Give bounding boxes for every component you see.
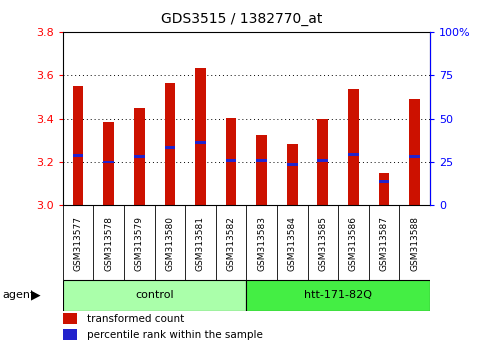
Text: GSM313577: GSM313577 [73,216,83,272]
Text: GSM313586: GSM313586 [349,216,358,272]
Text: GSM313581: GSM313581 [196,216,205,272]
Text: agent: agent [2,290,35,300]
Bar [63,329,77,340]
Bar [348,153,359,156]
Bar [226,118,236,205]
Text: GSM313588: GSM313588 [410,216,419,272]
Bar [246,280,430,311]
Bar [379,180,389,183]
Text: transformed count: transformed count [86,314,184,324]
Bar [256,159,267,162]
Bar [73,154,84,157]
Bar [134,155,144,158]
Bar [317,159,328,162]
Bar [73,86,84,205]
Text: ▶: ▶ [31,289,41,302]
Bar [63,313,77,324]
Text: GDS3515 / 1382770_at: GDS3515 / 1382770_at [161,12,322,27]
Text: GSM313582: GSM313582 [227,216,236,272]
Bar [165,147,175,149]
Bar [256,135,267,205]
Text: htt-171-82Q: htt-171-82Q [304,290,372,300]
Bar [287,143,298,205]
Text: GSM313583: GSM313583 [257,216,266,272]
Text: GSM313580: GSM313580 [165,216,174,272]
Bar [317,119,328,205]
Bar [103,161,114,163]
Bar [379,173,389,205]
Text: GSM313587: GSM313587 [380,216,388,272]
Bar [409,99,420,205]
Bar [165,83,175,205]
Bar [63,280,246,311]
Text: GSM313578: GSM313578 [104,216,113,272]
Bar [195,141,206,144]
Text: control: control [135,290,174,300]
Bar [103,122,114,205]
Bar [195,68,206,205]
Text: GSM313585: GSM313585 [318,216,327,272]
Bar [409,155,420,158]
Text: GSM313584: GSM313584 [288,216,297,272]
Bar [287,163,298,166]
Bar [348,89,359,205]
Text: GSM313579: GSM313579 [135,216,144,272]
Bar [226,159,236,162]
Bar [134,108,144,205]
Text: percentile rank within the sample: percentile rank within the sample [86,330,263,340]
